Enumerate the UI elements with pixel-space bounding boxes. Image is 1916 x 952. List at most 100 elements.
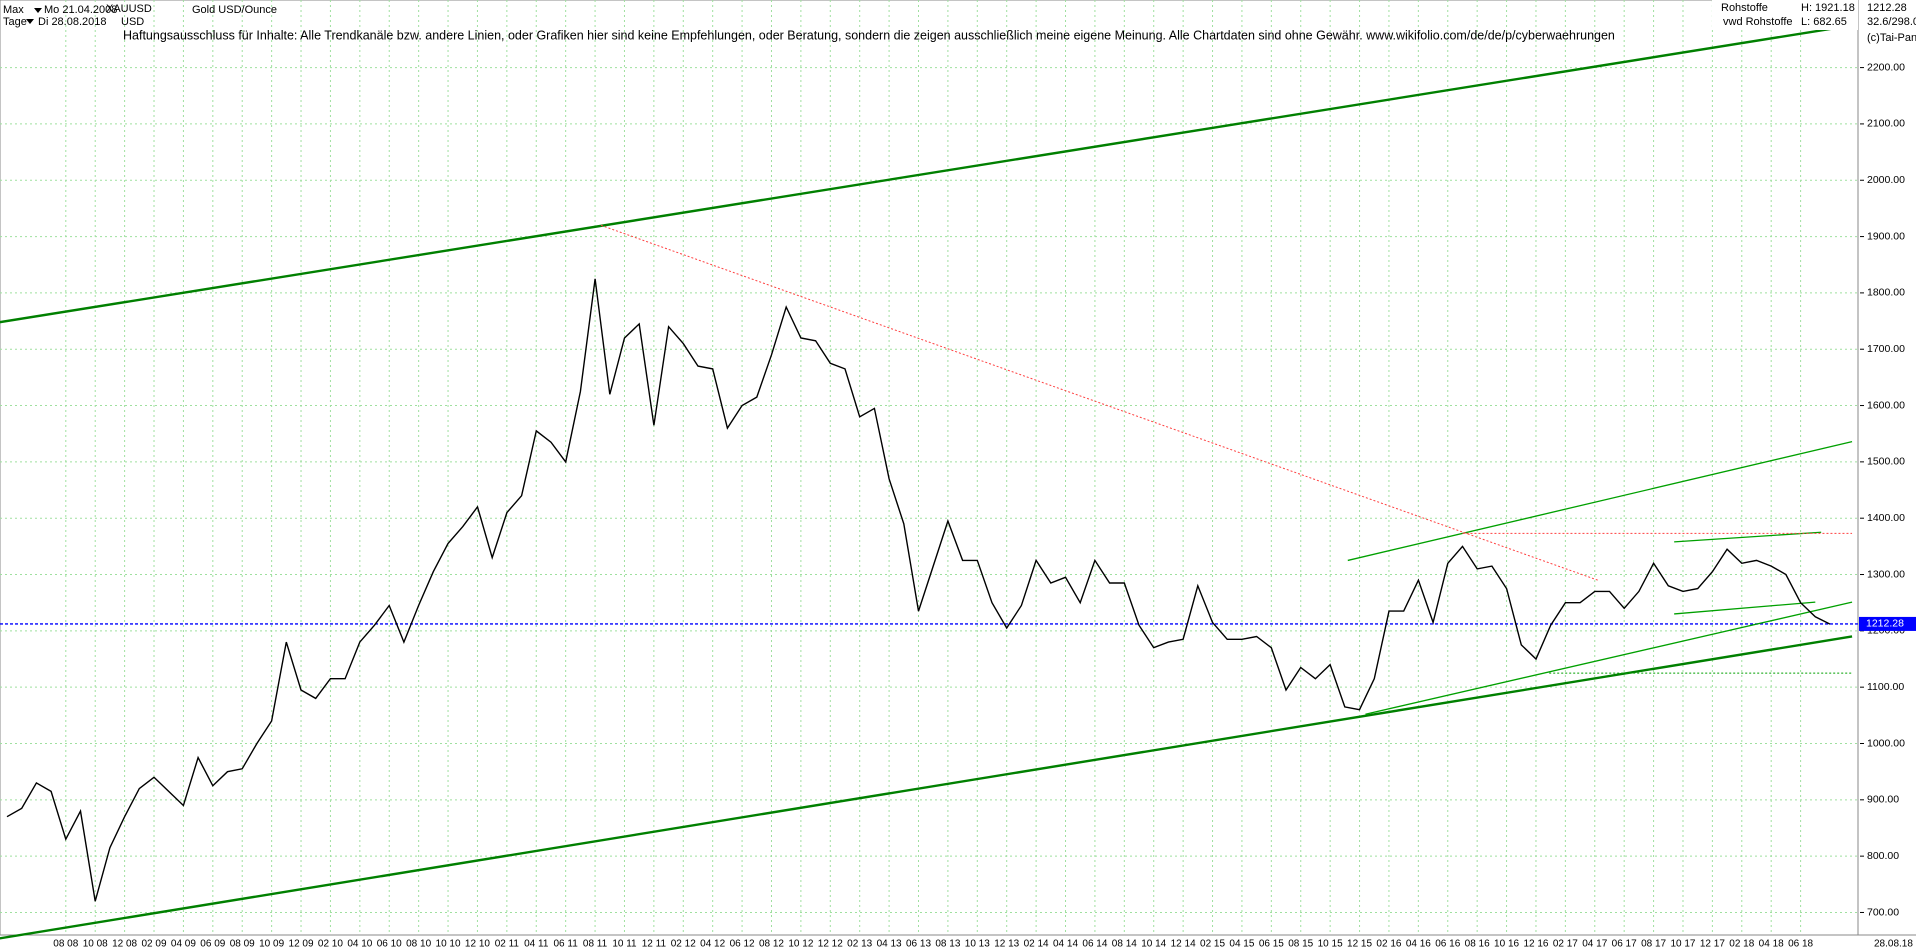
x-tick-label: 08 10 (406, 939, 431, 950)
x-tick-label: 02 12 (671, 939, 696, 950)
x-tick-label: 08 17 (1641, 939, 1666, 950)
x-tick-label: 12 10 (465, 939, 490, 950)
x-tick-label: 08 16 (1465, 939, 1490, 950)
y-tick-label: 2000.00 (1867, 174, 1905, 186)
plot-area (0, 0, 1859, 936)
x-tick-label: 04 12 (700, 939, 725, 950)
y-tick-label: 1400.00 (1867, 512, 1905, 524)
trendline (1347, 440, 1853, 562)
x-tick-label: 06 09 (200, 939, 225, 950)
x-tick-label: 04 18 (1759, 939, 1784, 950)
x-tick-label: 12 17 (1700, 939, 1725, 950)
x-tick-label: 02 15 (1200, 939, 1225, 950)
x-tick-label: 04 14 (1053, 939, 1078, 950)
x-tick-label: 06 13 (906, 939, 931, 950)
x-tick-label: 06 17 (1612, 939, 1637, 950)
y-tick-label: 1500.00 (1867, 456, 1905, 468)
trendline (1674, 531, 1822, 543)
start-date: Mo 21.04.2008 (44, 4, 117, 16)
x-tick-label: 08 15 (1288, 939, 1313, 950)
x-tick-label: 02 18 (1729, 939, 1754, 950)
y-tick-label: 2100.00 (1867, 118, 1905, 130)
x-tick-label: 02 14 (1024, 939, 1049, 950)
y-tick-label: 1100.00 (1867, 681, 1904, 693)
x-tick-label: 02 11 (495, 939, 520, 950)
ratio: 32.6/298.0 (1867, 16, 1916, 28)
x-tick-label: 10 11 (612, 939, 637, 950)
x-tick-label: 06 10 (377, 939, 402, 950)
y-tick-label: 1800.00 (1867, 287, 1905, 299)
x-tick-label: 06 11 (554, 939, 579, 950)
disclaimer: Haftungsausschluss für Inhalte: Alle Tre… (123, 28, 1615, 42)
high: H: 1921.18 (1801, 2, 1855, 14)
x-tick-label: 06 18 (1788, 939, 1813, 950)
period[interactable]: Tage (3, 16, 27, 28)
x-tick-label: 10 10 (436, 939, 461, 950)
x-tick-label: 04 15 (1229, 939, 1254, 950)
currency: USD (121, 16, 144, 28)
last-price-header: 1212.28 (1867, 2, 1907, 14)
trendline (600, 224, 1598, 581)
trendline (0, 635, 1853, 940)
last-price-marker (1859, 616, 1916, 631)
trendline (1365, 601, 1853, 715)
y-tick-label: 1700.00 (1867, 343, 1905, 355)
instrument-name: Gold USD/Ounce (192, 4, 277, 16)
x-tick-label: 02 09 (142, 939, 167, 950)
source: vwd Rohstoffe (1723, 16, 1793, 28)
info-box (1712, 0, 1858, 30)
trendline (0, 24, 1850, 324)
range[interactable]: Max (3, 4, 24, 16)
dropdown-icon[interactable] (34, 8, 42, 13)
x-tick-label: 04 11 (524, 939, 549, 950)
x-tick-label: 08 13 (935, 939, 960, 950)
x-tick-label: 04 13 (877, 939, 902, 950)
x-tick-label: 12 15 (1347, 939, 1372, 950)
y-tick-label: 700.00 (1867, 906, 1899, 918)
x-tick-label: 06 12 (730, 939, 755, 950)
group: Rohstoffe (1721, 2, 1768, 14)
x-tick-label: 04 16 (1406, 939, 1431, 950)
x-tick-label: 06 16 (1435, 939, 1460, 950)
x-tick-label: 08 12 (759, 939, 784, 950)
y-tick-label: 800.00 (1867, 850, 1899, 862)
last-date: 28.08.18 (1874, 939, 1913, 950)
x-tick-label: 02 16 (1376, 939, 1401, 950)
low: L: 682.65 (1801, 16, 1847, 28)
x-tick-label: 10 16 (1494, 939, 1519, 950)
x-tick-label: 10 12 (788, 939, 813, 950)
x-tick-label: 12 08 (112, 939, 137, 950)
trendline (1674, 601, 1816, 615)
x-tick-label: 10 14 (1141, 939, 1166, 950)
last-price-label: 1212.28 (1866, 618, 1904, 630)
copyright: (c)Tai-Pan (1867, 32, 1916, 44)
x-tick-label: 12 11 (642, 939, 667, 950)
x-tick-label: 12 13 (994, 939, 1019, 950)
price-line (6, 278, 1831, 902)
end-date: Di 28.08.2018 (38, 16, 107, 28)
x-tick-label: 12 12 (818, 939, 843, 950)
x-tick-label: 02 17 (1553, 939, 1578, 950)
x-tick-label: 08 14 (1112, 939, 1137, 950)
x-tick-label: 08 09 (230, 939, 255, 950)
x-tick-label: 10 09 (259, 939, 284, 950)
x-tick-label: 10 08 (83, 939, 108, 950)
x-tick-label: 10 17 (1670, 939, 1695, 950)
x-tick-label: 10 13 (965, 939, 990, 950)
y-tick-label: 1900.00 (1867, 230, 1905, 242)
x-tick-label: 04 09 (171, 939, 196, 950)
x-tick-label: 06 14 (1082, 939, 1107, 950)
plot (0, 0, 1858, 940)
y-tick-label: 1300.00 (1867, 568, 1905, 580)
x-tick-label: 02 10 (318, 939, 343, 950)
x-tick-label: 08 11 (583, 939, 608, 950)
x-tick-label: 12 16 (1523, 939, 1548, 950)
x-tick-label: 02 13 (847, 939, 872, 950)
x-tick-label: 12 14 (1171, 939, 1196, 950)
dropdown-icon[interactable] (26, 19, 34, 24)
x-tick-label: 06 15 (1259, 939, 1284, 950)
x-tick-label: 04 17 (1582, 939, 1607, 950)
y-tick-label: 1000.00 (1867, 737, 1905, 749)
x-tick-label: 08 08 (53, 939, 78, 950)
